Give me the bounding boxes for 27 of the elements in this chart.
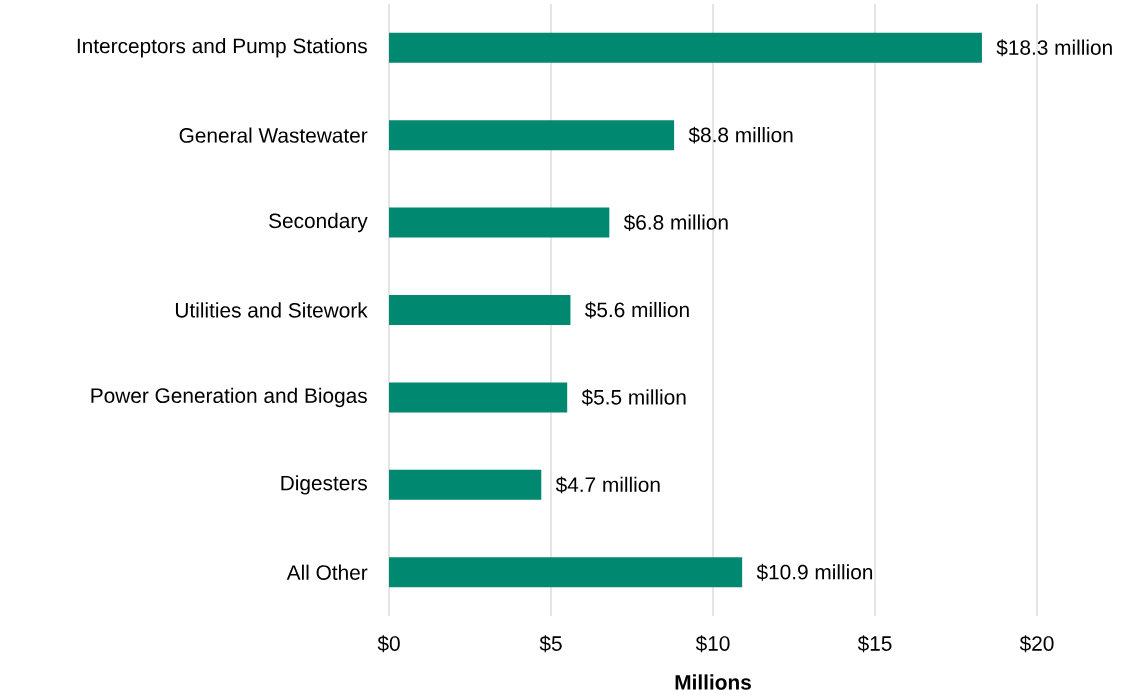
y-tick-label: Interceptors and Pump Stations bbox=[77, 38, 367, 58]
y-tick-label: Utilities and Sitework bbox=[175, 302, 368, 318]
y-tick-label: General Wastewater bbox=[179, 127, 368, 143]
data-label: $6.8 million bbox=[623, 214, 728, 231]
data-label: $18.3 million bbox=[996, 39, 1112, 57]
bar bbox=[389, 557, 743, 588]
x-tick-label: $0 bbox=[377, 635, 400, 653]
x-tick-label: $20 bbox=[1019, 635, 1054, 653]
bar bbox=[389, 120, 675, 151]
x-tick-label: $5 bbox=[539, 635, 562, 653]
bar bbox=[389, 382, 568, 413]
data-label: $4.7 million bbox=[555, 476, 660, 494]
y-tick-label: Power Generation and Biogas bbox=[91, 387, 367, 408]
y-tick-label: All Other bbox=[286, 564, 368, 580]
y-tick-label: Digesters bbox=[281, 475, 367, 495]
bar bbox=[389, 295, 571, 325]
x-tick-label: $15 bbox=[857, 635, 892, 653]
bar bbox=[389, 32, 982, 63]
data-label: $10.9 million bbox=[756, 563, 873, 581]
x-axis-title: Millions bbox=[675, 674, 751, 690]
data-label: $8.8 million bbox=[688, 126, 793, 144]
bar bbox=[389, 469, 542, 500]
y-tick-label: Secondary bbox=[269, 212, 368, 233]
x-tick-label: $10 bbox=[695, 635, 730, 653]
data-label: $5.6 million bbox=[585, 301, 689, 319]
bar bbox=[389, 207, 610, 238]
data-label: $5.5 million bbox=[581, 388, 686, 406]
